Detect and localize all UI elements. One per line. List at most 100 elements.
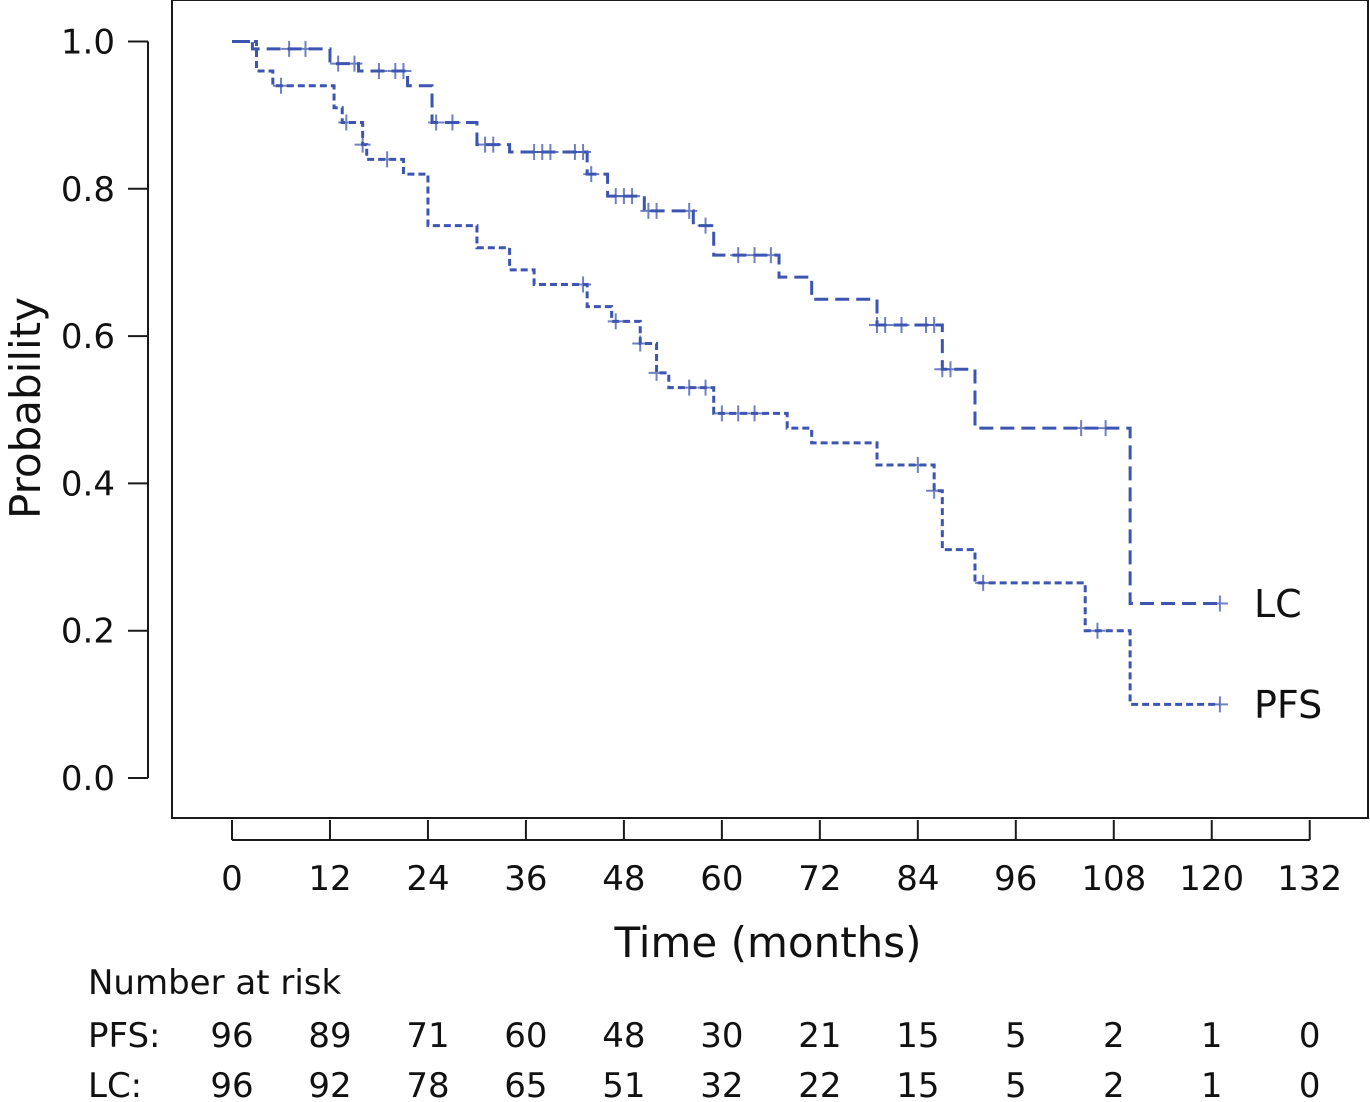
x-tick-label-7: 84 <box>896 859 939 899</box>
risk-count-pfs-3: 60 <box>504 1016 547 1056</box>
censor-mark-pfs-15 <box>975 574 992 591</box>
censor-mark-lc-26 <box>762 247 779 264</box>
risk-count-pfs-1: 89 <box>308 1016 351 1056</box>
censor-mark-pfs-12 <box>746 405 763 422</box>
risk-count-pfs-10: 1 <box>1201 1016 1223 1056</box>
y-tick-label-4: 0.8 <box>61 170 115 210</box>
censor-mark-lc-2 <box>330 55 347 72</box>
x-tick-label-5: 60 <box>700 859 743 899</box>
censor-mark-lc-10 <box>485 136 502 153</box>
series-label-lc: LC <box>1254 582 1302 626</box>
censor-mark-lc-21 <box>648 202 665 219</box>
censor-mark-pfs-0 <box>272 77 289 94</box>
y-tick-label-0: 0.0 <box>61 759 115 799</box>
risk-count-lc-5: 32 <box>700 1066 743 1102</box>
y-tick-label-1: 0.2 <box>61 612 115 652</box>
x-tick-label-2: 24 <box>406 859 449 899</box>
risk-count-pfs-4: 48 <box>602 1016 645 1056</box>
censor-mark-pfs-11 <box>730 405 747 422</box>
x-axis-title: Time (months) <box>613 918 921 967</box>
censor-mark-lc-33 <box>942 361 959 378</box>
censor-mark-lc-7 <box>428 114 445 131</box>
censor-mark-pfs-1 <box>338 114 355 131</box>
y-tick-label-5: 1.0 <box>61 23 115 63</box>
risk-count-pfs-9: 2 <box>1103 1016 1125 1056</box>
censor-mark-lc-19 <box>624 188 641 205</box>
x-tick-label-8: 96 <box>994 859 1037 899</box>
risk-count-pfs-6: 21 <box>798 1016 841 1056</box>
risk-count-lc-3: 65 <box>504 1066 547 1102</box>
censor-mark-pfs-13 <box>909 456 926 473</box>
censor-mark-lc-29 <box>893 317 910 334</box>
series-line-pfs <box>232 40 1220 706</box>
risk-count-lc-6: 22 <box>798 1066 841 1102</box>
censor-mark-lc-23 <box>697 217 714 234</box>
censor-mark-pfs-9 <box>697 379 714 396</box>
censor-mark-lc-28 <box>877 317 894 334</box>
risk-count-lc-10: 1 <box>1201 1066 1223 1102</box>
censor-mark-lc-1 <box>297 40 314 57</box>
series-layer <box>232 40 1228 713</box>
y-axis: 0.0 0.2 0.4 0.6 0.8 1.0 <box>61 23 149 799</box>
series-label-pfs: PFS <box>1254 683 1322 727</box>
censor-mark-pfs-8 <box>681 379 698 396</box>
risk-table-title: Number at risk <box>88 963 342 1003</box>
censor-mark-lc-22 <box>681 202 698 219</box>
risk-count-lc-1: 92 <box>308 1066 351 1102</box>
x-tick-label-6: 72 <box>798 859 841 899</box>
censor-mark-lc-13 <box>542 143 559 160</box>
risk-count-lc-4: 51 <box>602 1066 645 1102</box>
censor-mark-lc-36 <box>1211 595 1228 612</box>
risk-count-pfs-11: 0 <box>1299 1016 1321 1056</box>
censor-mark-lc-8 <box>444 114 461 131</box>
risk-count-pfs-2: 71 <box>406 1016 449 1056</box>
censor-mark-pfs-16 <box>1089 622 1106 639</box>
censor-mark-pfs-3 <box>379 151 396 168</box>
risk-count-pfs-7: 15 <box>896 1016 939 1056</box>
x-tick-label-10: 120 <box>1179 859 1244 899</box>
risk-count-pfs-8: 5 <box>1005 1016 1027 1056</box>
x-axis: 0 12 24 36 48 60 72 84 96 108 120 132 <box>221 820 1342 899</box>
risk-count-lc-2: 78 <box>406 1066 449 1102</box>
censor-mark-lc-6 <box>395 62 412 79</box>
censor-mark-pfs-14 <box>926 482 943 499</box>
censor-mark-pfs-7 <box>648 364 665 381</box>
risk-count-lc-9: 2 <box>1103 1066 1125 1102</box>
censor-mark-pfs-4 <box>575 276 592 293</box>
y-axis-title: Probability <box>1 297 50 519</box>
censor-mark-lc-0 <box>281 40 298 57</box>
censor-mark-lc-16 <box>583 166 600 183</box>
risk-count-lc-8: 5 <box>1005 1066 1027 1102</box>
risk-count-pfs-5: 30 <box>700 1016 743 1056</box>
series-line-lc <box>232 40 1220 605</box>
x-tick-label-0: 0 <box>221 859 243 899</box>
censor-mark-pfs-6 <box>632 335 649 352</box>
censor-mark-lc-15 <box>575 143 592 160</box>
x-tick-label-11: 132 <box>1277 859 1342 899</box>
x-tick-label-4: 48 <box>602 859 645 899</box>
risk-table: Number at risk PFS: 96 89 71 60 48 30 21 15 5 2 1 0L… <box>88 963 1321 1102</box>
risk-count-lc-7: 15 <box>896 1066 939 1102</box>
censor-mark-lc-31 <box>926 317 943 334</box>
censor-mark-lc-35 <box>1097 420 1114 437</box>
censor-mark-pfs-17 <box>1211 696 1228 713</box>
risk-count-lc-0: 96 <box>210 1066 253 1102</box>
risk-count-pfs-0: 96 <box>210 1016 253 1056</box>
y-tick-label-2: 0.4 <box>61 464 115 504</box>
x-tick-label-9: 108 <box>1081 859 1146 899</box>
y-tick-label-3: 0.6 <box>61 317 115 357</box>
risk-row-label-pfs: PFS: <box>88 1016 161 1056</box>
x-tick-label-3: 36 <box>504 859 547 899</box>
censor-mark-lc-4 <box>370 62 387 79</box>
censor-mark-lc-3 <box>346 55 363 72</box>
risk-count-lc-11: 0 <box>1299 1066 1321 1102</box>
plot-frame <box>171 0 1369 819</box>
censor-mark-lc-24 <box>730 247 747 264</box>
censor-mark-lc-34 <box>1073 420 1090 437</box>
censor-mark-pfs-5 <box>607 313 624 330</box>
censor-mark-pfs-2 <box>354 136 371 153</box>
censor-mark-pfs-10 <box>713 405 730 422</box>
censor-mark-lc-25 <box>746 247 763 264</box>
x-tick-label-1: 12 <box>308 859 351 899</box>
